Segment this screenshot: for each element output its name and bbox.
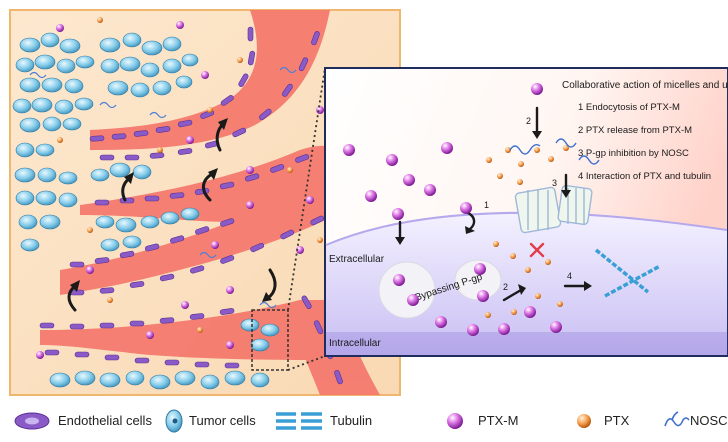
legend-ptx: PTX <box>604 406 629 434</box>
flow-arrowheads <box>70 118 272 302</box>
inhibition-mark <box>529 242 545 258</box>
zoom-connectors <box>287 67 326 371</box>
endothelial-lining <box>39 26 343 385</box>
legend-nosc: NOSC <box>690 406 728 434</box>
intracellular-label: Intracellular <box>329 338 381 349</box>
nosc-tissue <box>29 66 297 309</box>
legend-icons <box>14 409 690 433</box>
ptxm-particles-tissue <box>36 21 324 359</box>
ptxm-icon <box>447 413 463 429</box>
ptx-icon <box>577 414 591 428</box>
legend-ptxm-label: PTX-M <box>478 412 519 428</box>
tubulin-fibers <box>594 248 661 298</box>
legend-ptxm: PTX-M <box>478 406 518 434</box>
legend-tubulin-label: Tubulin <box>330 412 373 428</box>
nosc-inset <box>509 138 600 165</box>
tumor-cell-clusters <box>12 32 280 390</box>
mark-2-bottom: 2 <box>503 282 508 292</box>
step-4: 4 Interaction of PTX and tubulin <box>578 171 711 182</box>
extracellular-label: Extracellular <box>329 254 385 265</box>
inset-panel: Collaborative action of micelles and uni… <box>324 67 728 357</box>
zoom-region-box <box>251 309 289 371</box>
legend-nosc-label: NOSC <box>690 412 728 428</box>
nosc-icon <box>664 411 690 427</box>
ptxm-particles-inset <box>343 83 562 336</box>
step-1: 1 Endocytosis of PTX-M <box>578 102 680 113</box>
legend-ptx-label: PTX <box>604 412 630 428</box>
legend-tumor-label: Tumor cells <box>189 412 256 428</box>
mark-1: 1 <box>484 200 489 210</box>
step-2: 2 PTX release from PTX-M <box>578 125 692 136</box>
step-3: 3 P-gp inhibition by NOSC <box>578 148 689 159</box>
legend-tubulin: Tubulin <box>330 406 372 434</box>
tubulin-icon <box>276 412 322 430</box>
mark-2-top: 2 <box>526 116 531 126</box>
inset-title: Collaborative action of micelles and uni… <box>562 80 728 91</box>
legend-tumor: Tumor cells <box>189 406 256 434</box>
legend-endothelial-label: Endothelial cells <box>58 412 152 428</box>
mark-3: 3 <box>552 178 557 188</box>
ptx-particles-inset <box>485 145 569 318</box>
mark-4: 4 <box>567 271 572 281</box>
inset-arrowheads <box>395 131 592 295</box>
blood-vessels <box>40 10 380 395</box>
endosome-vesicles <box>378 259 502 319</box>
tumor-cell-icon <box>165 409 183 433</box>
endothelial-cell-icon <box>14 412 50 430</box>
ptx-particles-tissue <box>57 17 323 333</box>
legend-endothelial: Endothelial cells <box>58 406 152 434</box>
legend: Endothelial cells Tumor cells Tubulin PT… <box>0 398 728 442</box>
